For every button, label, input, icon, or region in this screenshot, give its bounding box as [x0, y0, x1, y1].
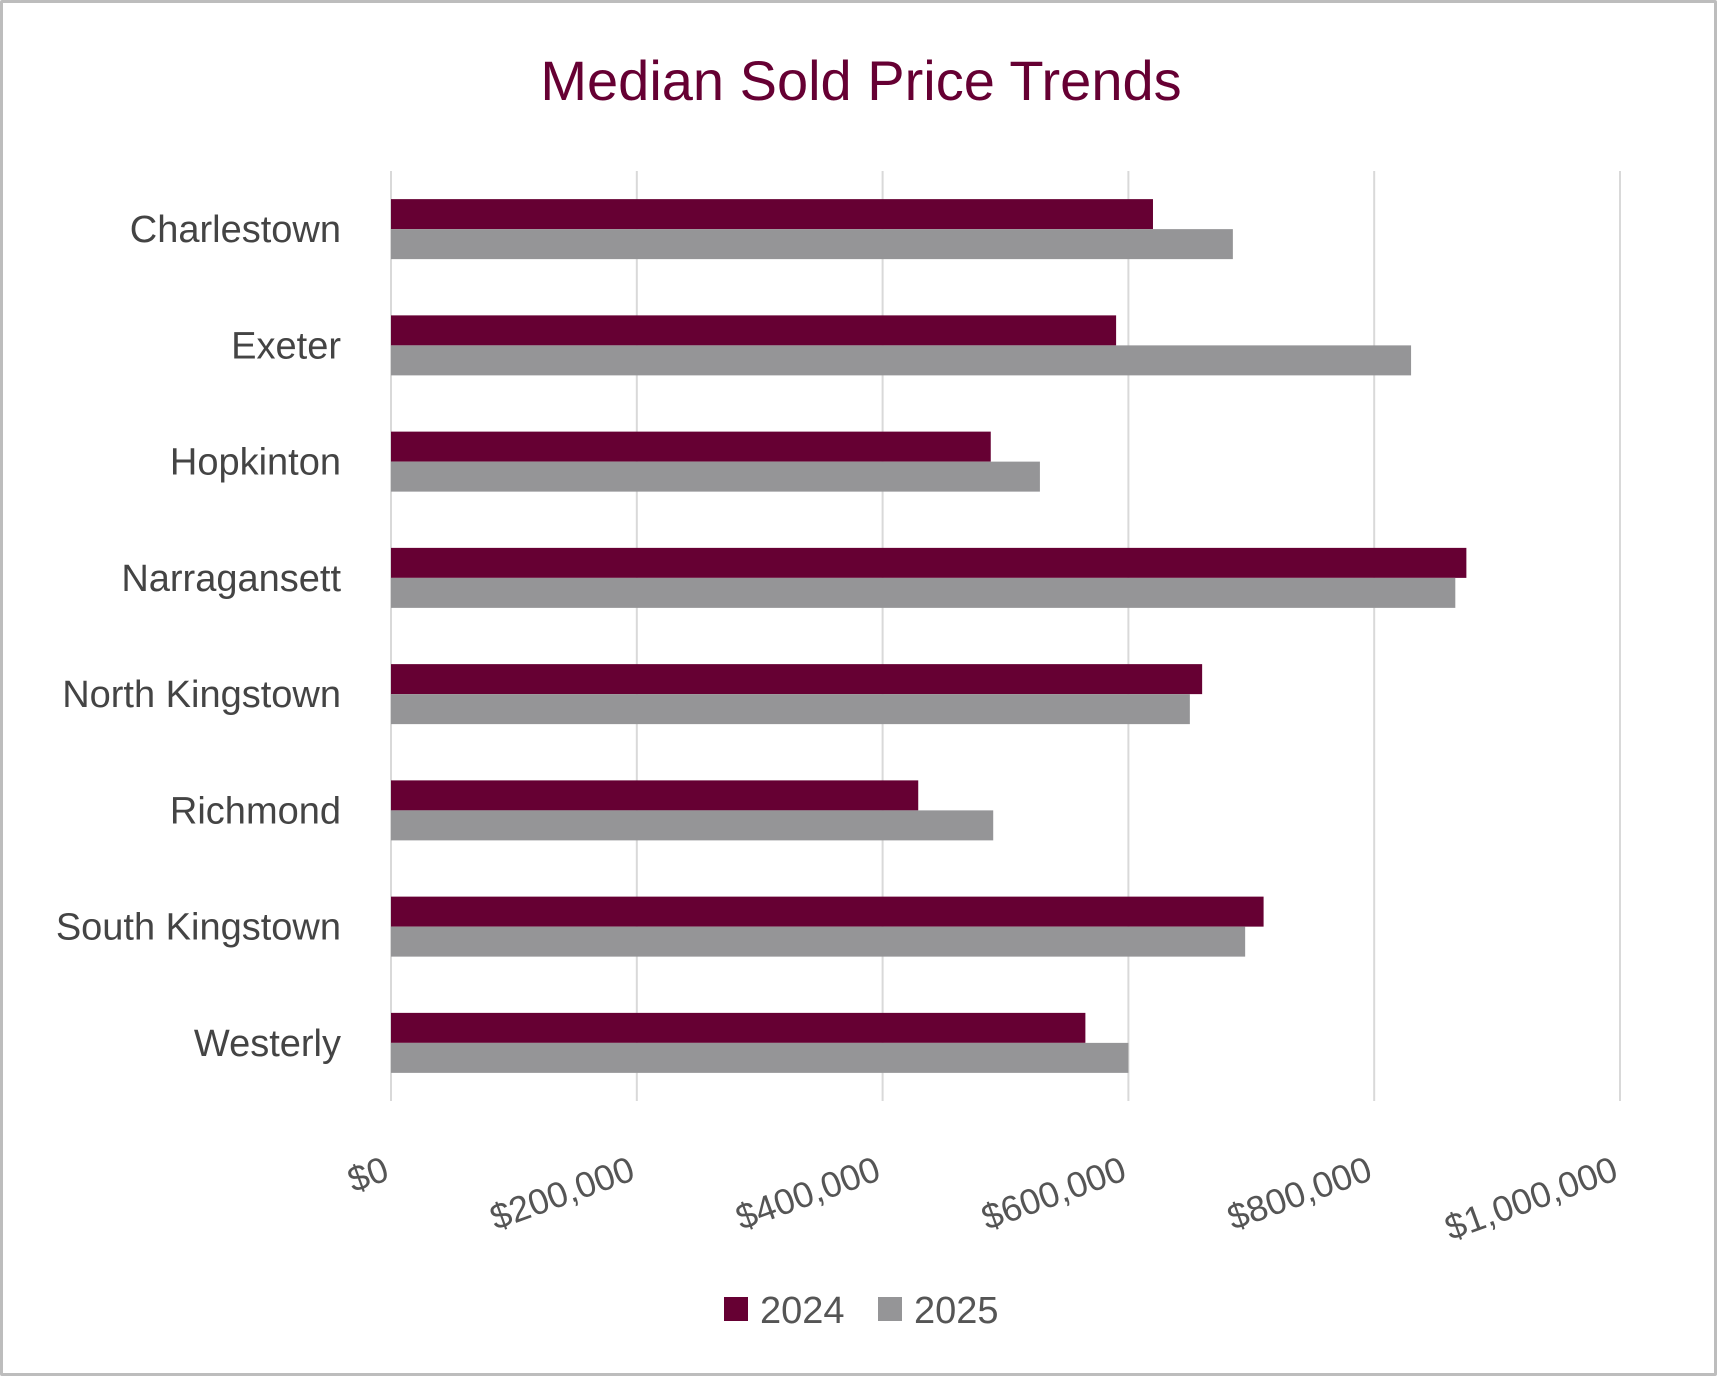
bar-south-kingstown-2025: South Kingstown 2025: $695,000: [391, 926, 1246, 957]
category-label-charlestown: Charlestown: [130, 209, 341, 251]
bar-charlestown-2025: Charlestown 2025: $685,000: [391, 229, 1233, 260]
category-label-exeter: Exeter: [231, 325, 341, 367]
category-labels: Charlestown Exeter Hopkinton Narragansett No…: [56, 209, 342, 1065]
x-tick-labels: $0 $200,000 $400,000 $600,000 $800,000 $1,000…: [342, 1148, 1623, 1248]
legend: 2024 2025: [724, 1290, 999, 1332]
bar-hopkinton-2025: Hopkinton 2025: $528,000: [391, 461, 1040, 492]
bar-westerly-2024: Westerly 2024: $565,000: [391, 1012, 1086, 1043]
category-label-hopkinton: Hopkinton: [170, 442, 341, 484]
category-label-north-kingstown: North Kingstown: [62, 674, 341, 716]
bar-westerly-2025: Westerly 2025: $600,000: [391, 1042, 1129, 1073]
x-tick-label: $400,000: [730, 1148, 885, 1238]
legend-label-2024: 2024: [760, 1290, 845, 1332]
category-label-narragansett: Narragansett: [121, 558, 341, 600]
x-tick-label: $800,000: [1222, 1148, 1377, 1238]
bar-north-kingstown-2024: North Kingstown 2024: $660,000: [391, 664, 1203, 695]
bar-richmond-2024: Richmond 2024: $429,000: [391, 780, 919, 811]
category-label-westerly: Westerly: [194, 1023, 341, 1065]
legend-swatch-2024: [724, 1297, 748, 1321]
bar-exeter-2025: Exeter 2025: $830,000: [391, 345, 1412, 376]
bar-narragansett-2024: Narragansett 2024: $875,000: [391, 547, 1467, 578]
category-label-richmond: Richmond: [170, 790, 341, 832]
chart-title: Median Sold Price Trends: [540, 49, 1181, 112]
x-tick-label: $1,000,000: [1439, 1148, 1622, 1248]
chart-canvas: Median Sold Price Trends Charlestown 202…: [56, 49, 1623, 1332]
legend-label-2025: 2025: [914, 1290, 999, 1332]
gridlines: [390, 171, 1621, 1101]
category-label-south-kingstown: South Kingstown: [56, 907, 341, 949]
bar-south-kingstown-2024: South Kingstown 2024: $710,000: [391, 896, 1264, 927]
bar-richmond-2025: Richmond 2025: $490,000: [391, 810, 994, 841]
bar-exeter-2024: Exeter 2024: $590,000: [391, 315, 1117, 346]
x-tick-label: $200,000: [484, 1148, 639, 1238]
legend-swatch-2025: [878, 1297, 902, 1321]
x-tick-label: $0: [342, 1148, 394, 1200]
bar-north-kingstown-2025: North Kingstown 2025: $650,000: [391, 694, 1190, 725]
x-tick-label: $600,000: [976, 1148, 1131, 1238]
bar-charlestown-2024: Charlestown 2024: $620,000: [391, 199, 1153, 230]
bars: Charlestown 2024: $620,000Charlestown 20…: [391, 199, 1467, 1073]
bar-narragansett-2025: Narragansett 2025: $866,000: [391, 577, 1456, 608]
bar-hopkinton-2024: Hopkinton 2024: $488,000: [391, 431, 991, 462]
